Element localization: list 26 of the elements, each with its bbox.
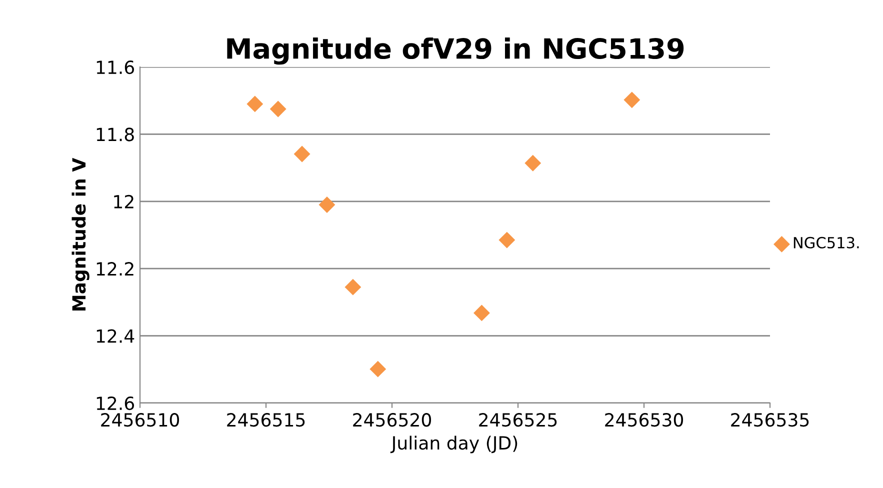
- point: [473, 304, 490, 322]
- point: [624, 92, 640, 108]
- point: [246, 96, 264, 112]
- y-tick-label: 12.4: [96, 329, 134, 343]
- point: [318, 196, 336, 213]
- x-tick-label: 2456515: [227, 413, 305, 427]
- x-tick-label: 2456530: [605, 413, 684, 427]
- point: [524, 154, 542, 172]
- point: [498, 232, 516, 248]
- y-tick-label: 11.8: [96, 128, 134, 142]
- y-tick-label: 12: [114, 194, 134, 208]
- x-tick-label: 2456535: [731, 413, 809, 427]
- point: [344, 278, 362, 296]
- x-tick-label: 2456510: [101, 413, 180, 427]
- y-tick-label: 12.2: [96, 262, 134, 276]
- chart-title: Magnitude ofV29 in NGC5139: [227, 38, 684, 65]
- y-tick-label: 12.6: [96, 396, 134, 410]
- point: [294, 146, 310, 162]
- point: [370, 360, 386, 378]
- x-tick-label: 2456525: [479, 413, 557, 427]
- y-tick-label: 11.6: [96, 60, 134, 74]
- x-tick-label: 2456520: [353, 413, 432, 427]
- legend-label: NGC513.: [794, 236, 859, 248]
- point: [270, 100, 286, 118]
- x-axis-title: Julian day (JD): [390, 436, 518, 454]
- y-axis-title: Magnitude in V: [72, 158, 90, 311]
